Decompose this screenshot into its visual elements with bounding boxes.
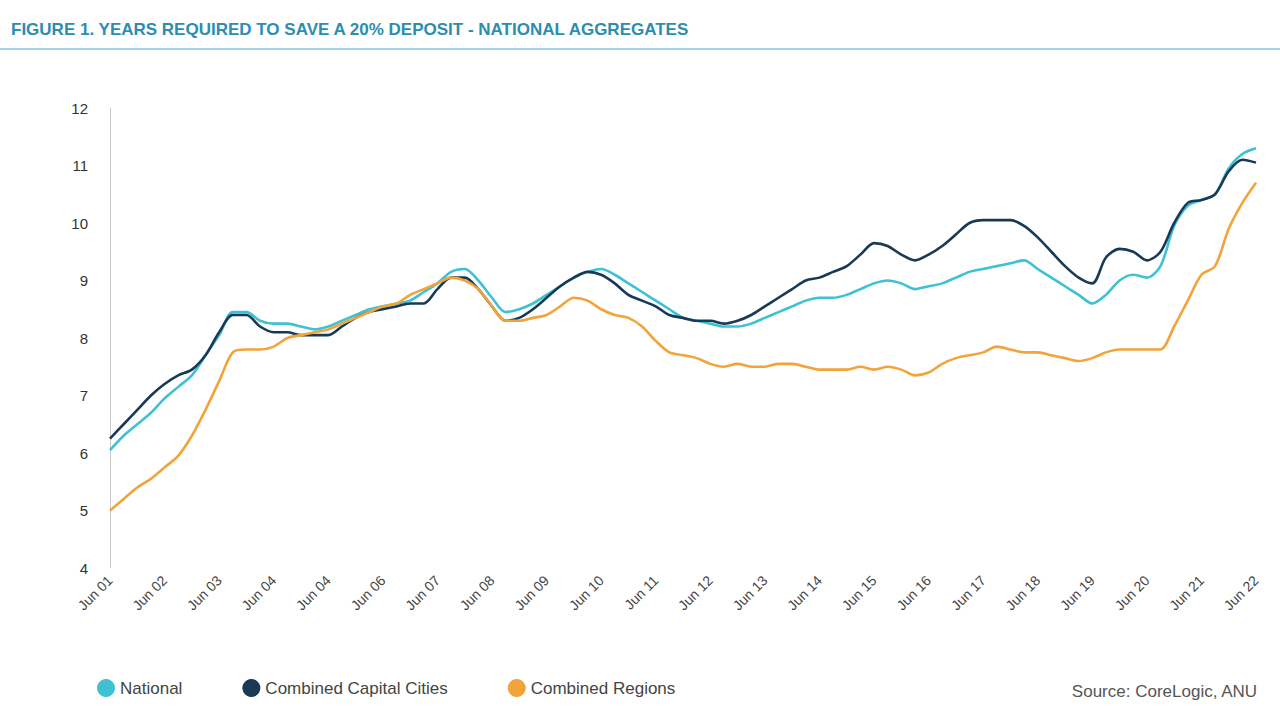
- svg-text:7: 7: [80, 387, 88, 404]
- svg-text:Jun 08: Jun 08: [457, 572, 498, 613]
- svg-text:Jun 01: Jun 01: [75, 572, 116, 613]
- svg-text:Jun 15: Jun 15: [839, 572, 880, 613]
- svg-text:Jun 12: Jun 12: [675, 572, 716, 613]
- svg-text:Jun 13: Jun 13: [730, 572, 771, 613]
- svg-text:Source: CoreLogic, ANU: Source: CoreLogic, ANU: [1072, 682, 1257, 701]
- svg-text:Jun 04: Jun 04: [238, 572, 279, 613]
- svg-text:Jun 10: Jun 10: [566, 572, 607, 613]
- svg-text:Jun 21: Jun 21: [1166, 572, 1207, 613]
- svg-text:Jun 22: Jun 22: [1221, 572, 1262, 613]
- svg-text:6: 6: [80, 445, 88, 462]
- svg-text:9: 9: [80, 272, 88, 289]
- svg-text:Jun 18: Jun 18: [1002, 572, 1043, 613]
- svg-text:National: National: [120, 679, 182, 698]
- svg-text:Jun 19: Jun 19: [1057, 572, 1098, 613]
- svg-text:12: 12: [71, 100, 88, 117]
- svg-text:Jun 04: Jun 04: [293, 572, 334, 613]
- svg-text:Jun 14: Jun 14: [784, 572, 825, 613]
- svg-text:Jun 16: Jun 16: [893, 572, 934, 613]
- svg-text:Jun 17: Jun 17: [948, 572, 989, 613]
- svg-text:Jun 06: Jun 06: [348, 572, 389, 613]
- svg-text:4: 4: [80, 560, 88, 577]
- svg-text:Jun 11: Jun 11: [621, 572, 661, 612]
- svg-text:5: 5: [80, 502, 88, 519]
- svg-text:11: 11: [72, 157, 88, 174]
- svg-text:Combined Capital Cities: Combined Capital Cities: [265, 679, 447, 698]
- svg-text:Jun 09: Jun 09: [511, 572, 552, 613]
- svg-text:FIGURE 1. YEARS REQUIRED TO SA: FIGURE 1. YEARS REQUIRED TO SAVE A 20% D…: [11, 20, 688, 39]
- svg-text:8: 8: [80, 330, 88, 347]
- svg-text:10: 10: [71, 215, 88, 232]
- svg-text:Jun 02: Jun 02: [129, 572, 170, 613]
- svg-text:Combined Regions: Combined Regions: [531, 679, 676, 698]
- svg-text:Jun 07: Jun 07: [402, 572, 443, 613]
- svg-text:Jun 20: Jun 20: [1112, 572, 1153, 613]
- svg-text:Jun 03: Jun 03: [184, 572, 225, 613]
